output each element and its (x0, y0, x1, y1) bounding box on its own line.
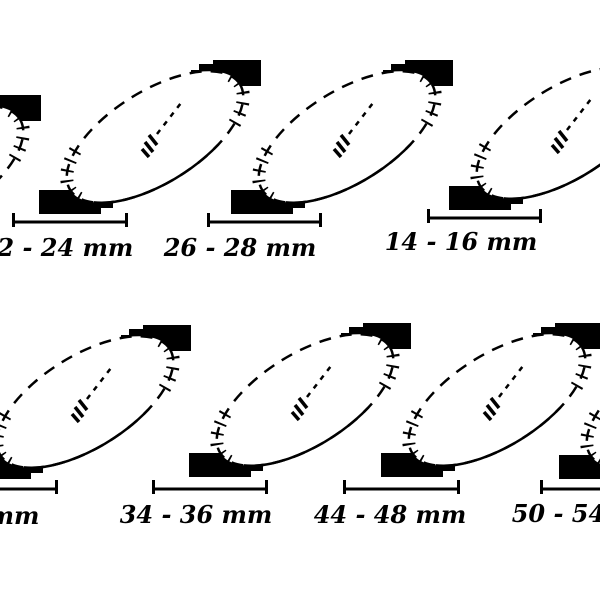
size-label-top-4: 14 - 16 mm (385, 227, 538, 256)
size-ruler-bottom-2 (152, 480, 268, 494)
size-ruler-bottom-4 (540, 480, 600, 494)
size-label-bottom-1: mm (0, 501, 39, 530)
size-ruler-bottom-3 (343, 480, 460, 494)
watch-illustration-top-2 (39, 45, 264, 229)
watch-illustration-top-3 (231, 45, 456, 229)
size-ruler-top-3 (207, 213, 322, 227)
size-ruler-top-4 (427, 209, 542, 223)
size-label-top-2: 22 - 24 mm (0, 233, 133, 262)
size-label-bottom-2: 34 - 36 mm (120, 500, 273, 529)
size-label-bottom-4: 50 - 54 mm (512, 499, 600, 528)
watch-illustration-top-4 (449, 41, 600, 225)
watch-illustration-bottom-2 (189, 308, 414, 492)
size-label-bottom-3: 44 - 48 mm (314, 500, 467, 529)
size-ruler-top-2 (12, 213, 128, 227)
size-ruler-bottom-1 (0, 480, 58, 494)
watch-illustration-bottom-1 (0, 310, 194, 494)
size-label-top-3: 26 - 28 mm (163, 233, 317, 262)
